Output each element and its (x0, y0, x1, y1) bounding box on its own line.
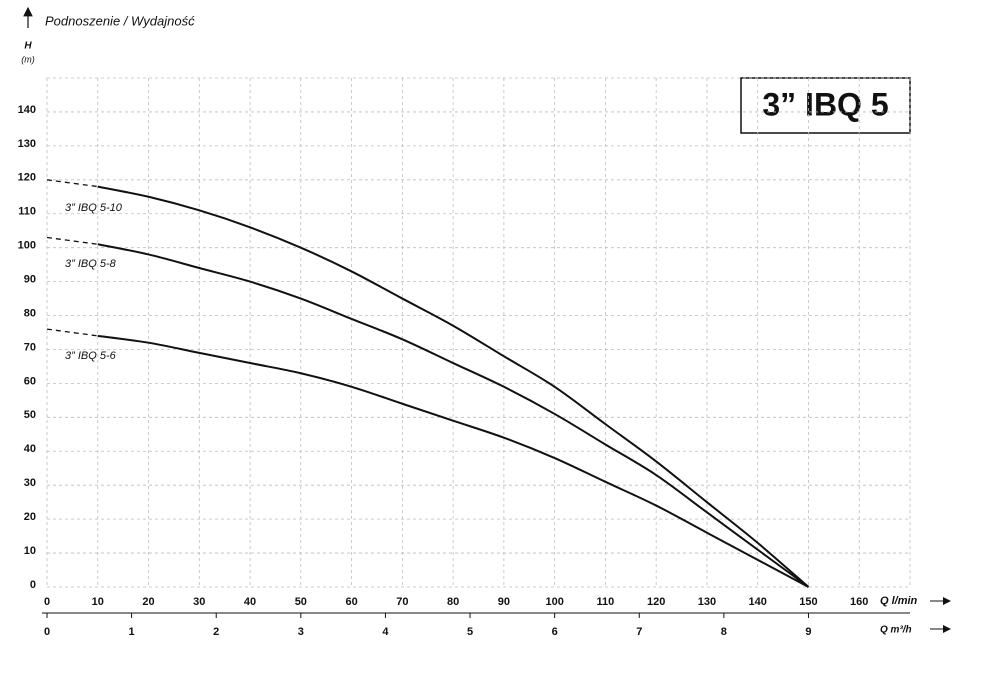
y-tick-label: 20 (24, 511, 36, 523)
x-tick-label: 70 (396, 596, 408, 608)
y-tick-label: 130 (18, 138, 36, 150)
y-tick-label: 0 (30, 579, 36, 591)
x-tick-label: 130 (698, 596, 716, 608)
y-tick-label: 120 (18, 172, 36, 184)
x-label: Q l/min (880, 595, 918, 607)
series-line-extrapolated (46, 328, 98, 337)
y-tick-label: 110 (18, 206, 36, 218)
x-tick-label: 10 (92, 596, 104, 608)
x-tick-label: 90 (498, 596, 510, 608)
series-line (97, 185, 810, 588)
x-tick-label: 30 (193, 596, 205, 608)
y-tick-label: 80 (24, 307, 36, 319)
x2-tick-label: 8 (721, 626, 727, 638)
x-tick-label: 160 (850, 596, 868, 608)
x2-tick-label: 3 (298, 626, 304, 638)
y-unit: (m) (21, 54, 35, 64)
y-tick-label: 90 (24, 274, 36, 286)
series-label: 3” IBQ 5-6 (65, 350, 117, 362)
y-tick-label: 60 (24, 375, 36, 387)
x-tick-label: 150 (799, 596, 817, 608)
x2-tick-label: 9 (805, 626, 811, 638)
title-box (740, 77, 911, 134)
x2-tick-label: 4 (382, 626, 389, 638)
x-tick-label: 140 (749, 596, 767, 608)
x-tick-label: 60 (345, 596, 357, 608)
y-tick-label: 30 (24, 477, 36, 489)
series-label: 3” IBQ 5-10 (65, 202, 123, 214)
x-tick-label: 0 (44, 596, 50, 608)
x-tick-label: 100 (545, 596, 563, 608)
y-tick-label: 40 (24, 443, 36, 455)
y-tick-label: 70 (24, 341, 36, 353)
y-tick-label: 140 (18, 104, 36, 116)
x-tick-label: 40 (244, 596, 256, 608)
x2-label: Q m³/h (880, 625, 912, 636)
x-tick-label: 50 (295, 596, 307, 608)
x2-tick-label: 6 (552, 626, 558, 638)
x2-tick-label: 2 (213, 626, 219, 638)
series-line-extrapolated (46, 236, 98, 245)
series-label: 3” IBQ 5-8 (65, 258, 117, 270)
x2-tick-label: 0 (44, 626, 50, 638)
x-tick-label: 20 (142, 596, 154, 608)
series-line-extrapolated (46, 179, 98, 188)
y-tick-label: 50 (24, 409, 36, 421)
y-label: H (24, 41, 32, 52)
series-line (97, 334, 809, 588)
y-tick-label: 100 (18, 240, 36, 252)
y-tick-label: 10 (24, 545, 36, 557)
series-line (97, 243, 810, 588)
chart-subtitle: Podnoszenie / Wydajność (45, 13, 195, 28)
x2-tick-label: 5 (467, 626, 473, 638)
x2-tick-label: 1 (129, 626, 135, 638)
x2-tick-label: 7 (636, 626, 642, 638)
x-tick-label: 120 (647, 596, 665, 608)
x-tick-label: 80 (447, 596, 459, 608)
x-tick-label: 110 (597, 596, 615, 608)
chart-title: 3” IBQ 5 (762, 86, 888, 122)
